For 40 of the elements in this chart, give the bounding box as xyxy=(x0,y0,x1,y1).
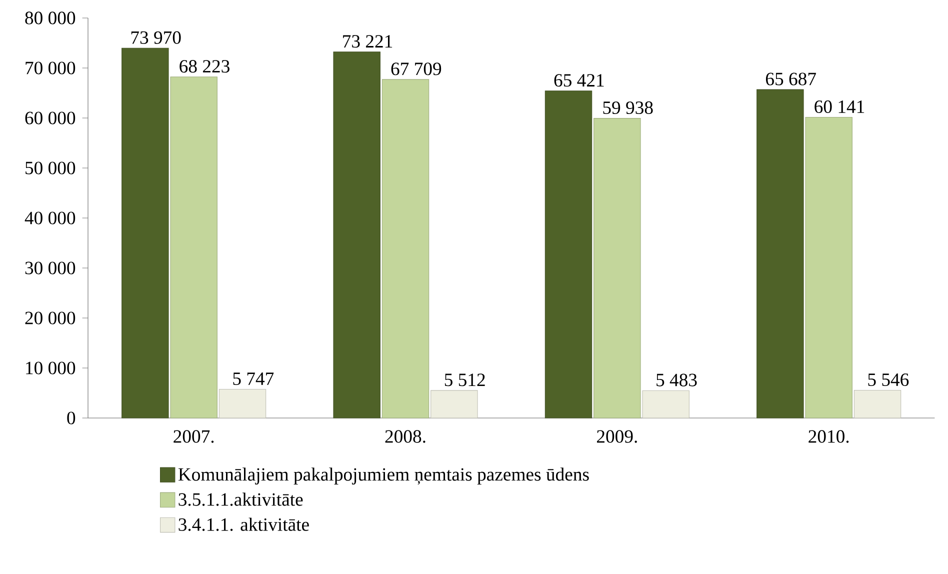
data-label: 5 747 xyxy=(233,372,274,386)
bar xyxy=(756,89,804,418)
bar xyxy=(430,390,478,418)
y-tick-label: 70 000 xyxy=(26,62,76,74)
data-label: 68 223 xyxy=(180,60,230,73)
y-tick-label: 0 xyxy=(67,412,76,424)
bar xyxy=(382,79,430,418)
x-tick-label: 2007. xyxy=(174,430,214,443)
data-label: 73 970 xyxy=(131,31,181,44)
bar xyxy=(122,48,169,418)
y-tick-label: 40 000 xyxy=(24,212,76,224)
x-tick-label: 2009. xyxy=(596,430,637,443)
bar xyxy=(170,76,218,418)
data-label: 5 546 xyxy=(868,373,909,386)
y-tick-label: 30 000 xyxy=(25,262,76,274)
data-label: 73 221 xyxy=(343,35,392,48)
legend-label: 3.4.1.1. aktivitāte xyxy=(178,518,309,531)
data-label: 65 421 xyxy=(554,74,604,87)
bar xyxy=(218,388,266,418)
data-label: 60 141 xyxy=(814,100,864,114)
legend-label: Komunālajiem pakalpojumiem ņemtais pazemes ūdens xyxy=(178,468,589,485)
bar xyxy=(642,390,690,418)
data-label: 5 483 xyxy=(656,374,697,386)
bar xyxy=(805,117,852,418)
x-tick-label: 2008. xyxy=(385,430,426,443)
legend-label: 3.5.1.1.aktivitāte xyxy=(178,492,303,506)
data-label: 59 938 xyxy=(603,101,653,114)
bar xyxy=(594,118,641,418)
bar xyxy=(333,52,380,418)
x-tick-label: 2010. xyxy=(808,430,849,443)
data-label: 65 687 xyxy=(766,72,816,86)
y-tick-label: 60 000 xyxy=(25,112,76,124)
y-tick-label: 10 000 xyxy=(26,362,76,374)
y-tick-label: 50 000 xyxy=(26,162,76,174)
y-tick-label: 20 000 xyxy=(25,312,76,324)
bar xyxy=(544,90,592,418)
y-tick-label: 80 000 xyxy=(25,12,76,24)
bar xyxy=(854,390,902,418)
data-label: 5 512 xyxy=(444,374,485,386)
data-label: 67 709 xyxy=(391,62,442,76)
